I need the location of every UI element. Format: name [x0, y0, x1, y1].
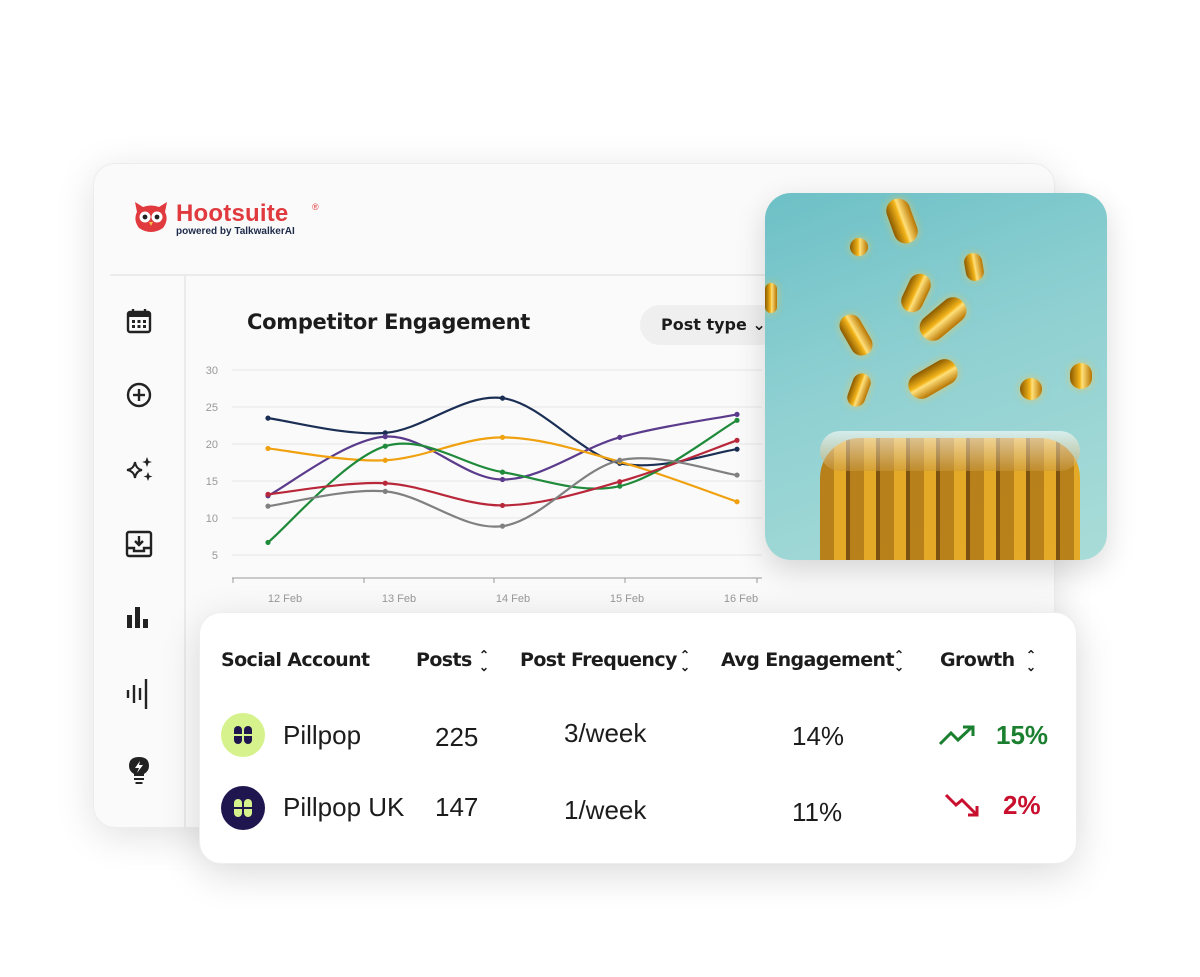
avatar — [221, 786, 265, 830]
bar-chart-icon[interactable] — [124, 602, 154, 632]
account-name[interactable]: Pillpop — [283, 720, 362, 750]
data-point — [382, 480, 388, 486]
data-point — [265, 491, 271, 497]
account-name[interactable]: Pillpop UK — [283, 792, 405, 822]
capsule-icon — [234, 726, 252, 744]
post-type-dropdown[interactable]: Post type ⌄ — [640, 305, 780, 345]
column-header-posts[interactable]: Posts — [416, 649, 472, 671]
product-photo — [765, 193, 1107, 560]
data-point — [617, 483, 623, 489]
series-line-5 — [267, 457, 738, 528]
posts-value: 147 — [435, 792, 479, 822]
data-point — [617, 457, 623, 463]
engagement-value: 14% — [792, 721, 845, 751]
growth-value: 2% — [1003, 790, 1041, 820]
owl-icon — [135, 202, 167, 232]
hootsuite-logo: Hootsuite ® powered by TalkwalkerAI — [132, 198, 319, 241]
data-point — [382, 488, 388, 494]
posts-value: 225 — [435, 722, 479, 752]
data-point — [382, 443, 388, 449]
x-tick-label: 13 Feb — [382, 593, 416, 605]
series-line-0 — [267, 396, 738, 467]
data-point — [499, 523, 506, 529]
data-point — [265, 445, 271, 452]
trend-down-icon — [944, 793, 979, 817]
competitor-table — [199, 612, 1077, 864]
y-tick-label: 5 — [212, 550, 218, 562]
capsule-icon — [234, 799, 252, 817]
sidebar-divider — [184, 276, 186, 828]
data-point — [265, 503, 271, 509]
data-point — [734, 411, 740, 417]
avatar — [221, 713, 265, 757]
registered-mark: ® — [312, 202, 319, 212]
data-point — [265, 539, 271, 546]
data-point — [734, 417, 740, 423]
growth-value: 15% — [996, 720, 1049, 750]
x-tick-label: 12 Feb — [268, 593, 302, 605]
frequency-value: 3/week — [564, 718, 647, 748]
column-header-growth[interactable]: Growth — [940, 649, 1015, 671]
data-point — [734, 437, 740, 443]
plus-circle-icon[interactable] — [124, 380, 154, 410]
chart-title: Competitor Engagement — [247, 310, 530, 334]
data-point — [499, 434, 506, 440]
x-tick-label: 14 Feb — [496, 593, 530, 605]
y-tick-label: 20 — [206, 439, 218, 451]
header-divider — [110, 274, 1055, 276]
data-point — [499, 502, 506, 509]
y-tick-label: 25 — [206, 402, 218, 414]
data-point — [617, 479, 623, 485]
sort-icon[interactable]: ⌃ ⌄ — [679, 648, 691, 674]
engagement-value: 11% — [792, 797, 843, 827]
data-point — [734, 499, 740, 505]
data-point — [382, 457, 388, 463]
sort-icon[interactable]: ⌃ ⌄ — [893, 648, 905, 674]
data-point — [734, 472, 740, 478]
brand-name: Hootsuite — [176, 200, 289, 227]
data-point — [734, 446, 740, 452]
data-point — [382, 430, 388, 436]
x-tick-label: 15 Feb — [610, 593, 644, 605]
y-tick-label: 15 — [206, 476, 218, 488]
y-tick-label: 30 — [206, 365, 218, 377]
data-point — [499, 469, 506, 475]
brand-tagline: powered by TalkwalkerAI — [176, 226, 295, 237]
column-header-social-account: Social Account — [221, 649, 370, 671]
data-point — [382, 434, 388, 440]
column-header-avg-engagement[interactable]: Avg Engagement — [721, 649, 895, 671]
series-line-1 — [267, 413, 738, 497]
inbox-icon[interactable] — [124, 529, 154, 559]
data-point — [499, 395, 506, 401]
y-tick-label: 10 — [206, 513, 218, 525]
trend-up-icon — [938, 725, 975, 746]
x-tick-label: 16 Feb — [724, 593, 758, 605]
sort-icon[interactable]: ⌃ ⌄ — [478, 648, 490, 674]
sparkles-icon[interactable] — [124, 454, 154, 484]
chevron-down-icon: ⌄ — [752, 315, 766, 334]
data-point — [499, 476, 506, 483]
frequency-value: 1/week — [564, 795, 647, 825]
column-header-post-frequency[interactable]: Post Frequency — [520, 649, 677, 671]
data-point — [265, 415, 271, 421]
lightbulb-icon[interactable] — [124, 755, 154, 785]
data-point — [617, 434, 623, 440]
calendar-icon[interactable] — [124, 306, 154, 336]
engagement-line-chart: 5 10 15 20 25 30 12 Feb 13 Feb 14 Feb 15 Feb 16 Fe… — [206, 365, 762, 605]
sort-icon[interactable]: ⌃ ⌄ — [1025, 648, 1037, 674]
post-type-label: Post type — [661, 315, 747, 334]
listening-icon[interactable] — [124, 676, 154, 712]
